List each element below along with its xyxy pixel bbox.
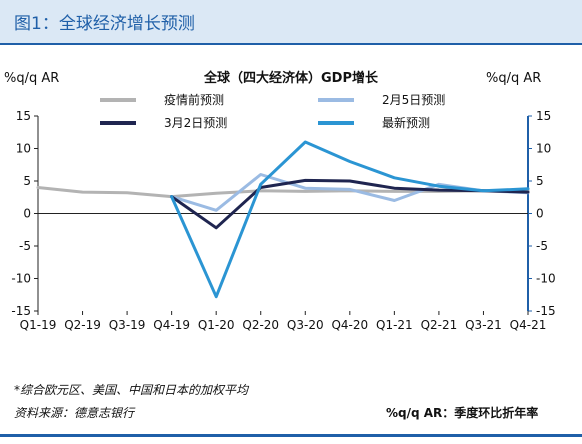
legend-label: 3月2日预测: [164, 116, 227, 130]
x-tick-label: Q1-21: [376, 318, 413, 332]
y-tick-label-left: 10: [16, 142, 31, 156]
footer-rule: [0, 434, 582, 437]
x-tick-label: Q3-20: [287, 318, 324, 332]
y-tick-label-left: 15: [16, 109, 31, 123]
y-tick-label-right: -10: [536, 272, 556, 286]
y-tick-label-right: 10: [536, 142, 551, 156]
y-tick-label-right: -15: [536, 304, 556, 318]
x-tick-label: Q2-20: [242, 318, 279, 332]
y-tick-label-left: -10: [11, 272, 31, 286]
plot-area: [36, 140, 530, 299]
y-tick-label-left: -15: [11, 304, 31, 318]
x-tick-label: Q4-21: [510, 318, 547, 332]
legend-label: 疫情前预测: [164, 92, 224, 107]
y-tick-label-left: 5: [23, 174, 31, 188]
footnote: *综合欧元区、美国、中国和日本的加权平均: [14, 383, 249, 397]
x-tick-label: Q3-19: [109, 318, 146, 332]
legend-label: 2月5日预测: [382, 93, 445, 107]
unit-note: %q/q AR：季度环比折年率: [386, 406, 539, 420]
figure-title: 图1：全球经济增长预测: [14, 14, 195, 34]
x-tick-label: Q4-20: [331, 318, 368, 332]
figure-header: 图1：全球经济增长预测: [0, 0, 582, 45]
y-tick-label-right: -5: [536, 239, 548, 253]
chart-title: 全球（四大经济体）GDP增长: [203, 70, 379, 86]
legend: 疫情前预测 2月5日预测 3月2日预测 最新预测: [100, 92, 445, 130]
x-tick-label: Q3-21: [465, 318, 502, 332]
y-tick-label-right: 5: [536, 174, 544, 188]
x-tick-label: Q4-19: [153, 318, 190, 332]
y-axis-label-left: %q/q AR: [4, 71, 59, 86]
x-tick-label: Q2-21: [421, 318, 458, 332]
x-tick-label: Q1-20: [198, 318, 235, 332]
x-tick-label: Q1-19: [20, 318, 57, 332]
series-line-latest: [170, 140, 530, 299]
axes: -15 -15 -10 -10 -5 -5 0 0 5 5 10 10 15 15 Q1-19 Q2-19 Q3…: [11, 109, 555, 332]
y-tick-label-right: 0: [536, 207, 544, 221]
legend-label: 最新预测: [382, 115, 430, 130]
source-note: 资料来源：德意志银行: [14, 406, 135, 420]
header-rule: [0, 43, 582, 45]
y-tick-label-left: 0: [23, 207, 31, 221]
y-tick-label-right: 15: [536, 109, 551, 123]
y-axis-label-right: %q/q AR: [486, 71, 541, 86]
x-tick-label: Q2-19: [64, 318, 101, 332]
y-tick-label-left: -5: [19, 239, 31, 253]
